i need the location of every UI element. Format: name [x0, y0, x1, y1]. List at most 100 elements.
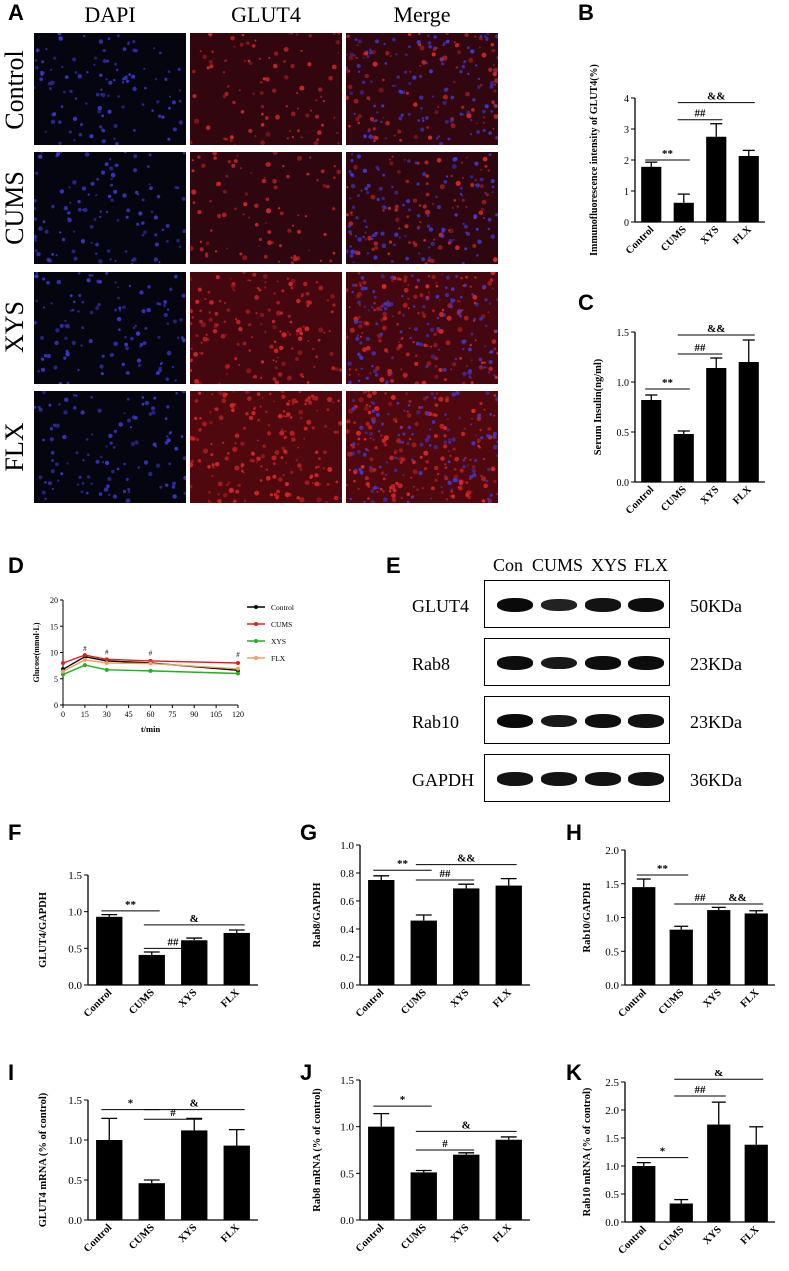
micrograph-dapi-control	[34, 33, 186, 145]
bar-cums	[410, 1172, 437, 1220]
x-tick-label: 15	[81, 710, 89, 719]
bar-flx	[223, 1145, 250, 1220]
chart-h: 0.0 0.5 1.0 1.5 2.0 Rab10/GAPDH Control CUMS XYS…	[582, 845, 775, 1020]
data-point	[104, 661, 109, 665]
bar-control	[632, 887, 656, 985]
blot-kda-rab10: 23KDa	[690, 712, 742, 732]
y-tick-label: 1.0	[340, 840, 354, 852]
panel-letter-k: K	[566, 1060, 582, 1085]
data-point	[82, 657, 87, 662]
x-tick-label: CUMS	[657, 1224, 687, 1254]
blot-label-gapdh: GAPDH	[412, 770, 475, 790]
y-tick-label: 1.0	[340, 1122, 354, 1134]
blot-band	[497, 714, 533, 728]
significance-mark: **	[397, 858, 409, 870]
x-tick-label: CUMS	[399, 1222, 429, 1252]
data-point	[148, 668, 153, 673]
lane-label-flx: FLX	[634, 555, 669, 575]
y-axis-label: Glucose(mmol·L)	[32, 622, 41, 682]
x-tick-label: XYS	[701, 987, 724, 1010]
micrograph-glut4-xys	[190, 272, 342, 384]
significance-mark: ##	[168, 936, 180, 948]
lane-label-cums: CUMS	[532, 555, 584, 575]
x-tick-label: XYS	[701, 1224, 724, 1247]
significance-mark: ##	[440, 868, 452, 880]
y-axis-label: Immunofluorescence intensity of GLUT4(%)	[589, 64, 600, 256]
blot-label-rab10: Rab10	[412, 712, 459, 732]
chart-i: 0.0 0.5 1.0 1.5 GLUT4 mRNA (% of control) Con…	[38, 1092, 258, 1255]
blot-strip-gapdh	[484, 754, 670, 802]
micrograph-glut4-flx	[190, 391, 342, 503]
y-tick-label: 10	[50, 649, 58, 658]
significance-mark: &&	[707, 91, 725, 103]
y-tick-label: 0.0	[68, 1215, 82, 1227]
x-tick-label: Control	[82, 987, 114, 1019]
blot-band	[628, 598, 664, 612]
bar-cums	[673, 202, 694, 222]
bar-flx	[495, 885, 522, 985]
data-point	[148, 661, 153, 666]
legend-label-control: Control	[271, 603, 294, 612]
data-point	[82, 663, 87, 668]
y-tick-label: 3	[624, 125, 629, 136]
chart-j: 0.0 0.5 1.0 1.5 Rab8 mRNA (% of control) Cont…	[312, 1075, 530, 1255]
micrograph-merge-xys	[346, 272, 498, 384]
lane-label-con: Con	[493, 555, 524, 575]
y-axis-label: Rab10 mRNA (% of control)	[582, 1087, 593, 1216]
bar-cums	[673, 434, 694, 482]
micrograph-merge-control	[346, 33, 498, 145]
blot-strip-rab8	[484, 638, 670, 686]
y-tick-label: 4	[624, 94, 629, 105]
significance-mark: ##	[695, 108, 707, 120]
y-tick-label: 0.0	[617, 478, 630, 489]
bar-flx	[495, 1139, 522, 1220]
blot-band	[497, 598, 533, 612]
y-tick-label: 2.0	[605, 845, 619, 857]
x-tick-label: XYS	[449, 987, 472, 1010]
x-tick-label: FLX	[739, 987, 762, 1010]
x-tick-label: FLX	[731, 484, 754, 507]
bar-xys	[181, 1130, 208, 1220]
data-point	[236, 671, 240, 676]
y-tick-label: 1.0	[605, 913, 619, 925]
y-tick-label: 0.8	[340, 868, 354, 880]
significance-mark: #	[149, 650, 153, 658]
panel-letter-g: G	[300, 820, 318, 845]
x-tick-label: CUMS	[659, 484, 689, 514]
y-tick-label: 1	[624, 187, 629, 198]
x-tick-label: 60	[147, 710, 155, 719]
x-tick-label: Control	[624, 484, 656, 516]
significance-mark: ##	[695, 892, 707, 904]
blot-label-rab8: Rab8	[412, 654, 450, 674]
x-tick-label: CUMS	[659, 224, 689, 254]
bar-control	[632, 1166, 656, 1222]
micrograph-dapi-flx	[34, 391, 186, 503]
y-tick-label: 1.5	[605, 1133, 619, 1145]
bar-control	[368, 1126, 395, 1220]
chart-d: 0 5 10 15 20 0 15 30 45 60 75 90 105 120 Glucose(mmol·…	[32, 596, 294, 734]
blot-band	[585, 714, 621, 728]
y-tick-label: 1.5	[68, 870, 82, 882]
x-tick-label: XYS	[177, 987, 200, 1010]
y-tick-label: 1.5	[605, 879, 619, 891]
significance-mark: &	[190, 1098, 199, 1110]
y-tick-label: 2.0	[605, 1105, 619, 1117]
column-header-merge: Merge	[393, 2, 451, 27]
y-tick-label: 0.5	[68, 943, 82, 955]
x-tick-label: XYS	[449, 1222, 472, 1245]
significance-mark: **	[662, 148, 674, 160]
significance-mark: **	[125, 899, 137, 911]
significance-mark: &&	[728, 892, 746, 904]
x-tick-label: CUMS	[127, 987, 157, 1017]
legend-marker	[254, 605, 258, 609]
x-tick-label: CUMS	[399, 987, 429, 1017]
bar-cums	[410, 920, 437, 985]
legend-marker	[254, 622, 258, 626]
x-tick-label: XYS	[699, 224, 722, 247]
y-tick-label: 2.5	[605, 1077, 619, 1089]
micrograph-merge-cums	[346, 152, 498, 264]
x-tick-label: FLX	[731, 224, 754, 247]
bar-control	[368, 880, 395, 985]
y-tick-label: 0.0	[340, 1215, 354, 1227]
legend-label-cums: CUMS	[271, 620, 292, 629]
